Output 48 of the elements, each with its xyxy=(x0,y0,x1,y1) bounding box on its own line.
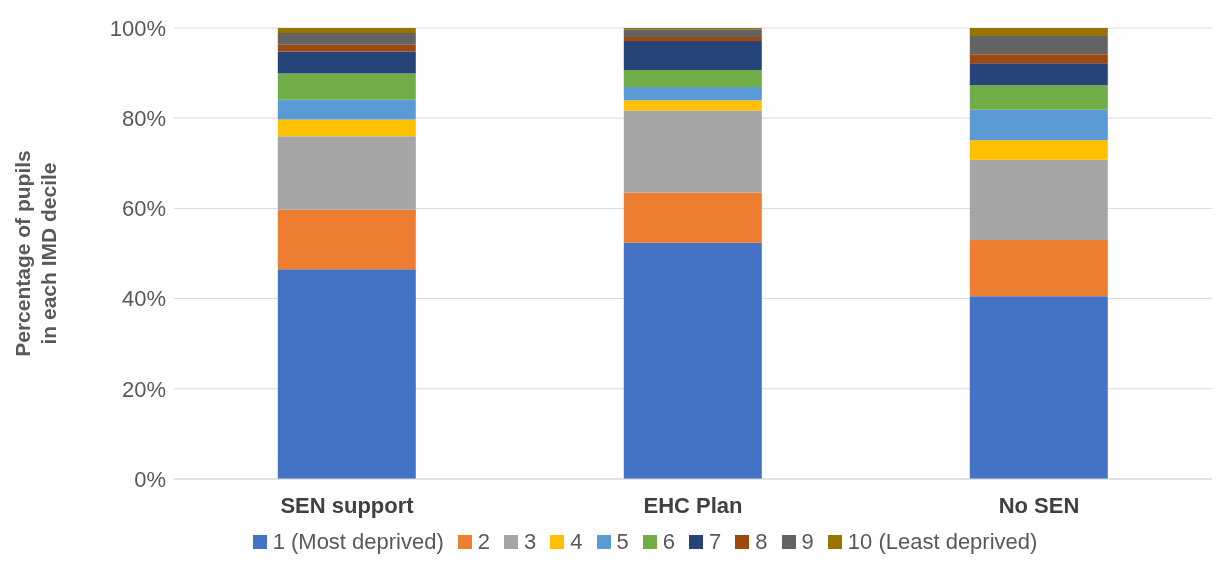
y-tick-label: 100% xyxy=(109,15,166,41)
legend-label: 8 xyxy=(755,529,768,555)
bar xyxy=(277,73,416,100)
y-axis-title: Percentage of pupils in each IMD decile xyxy=(11,150,60,357)
legend-label: 9 xyxy=(801,529,814,555)
legend-label: 10 (Least deprived) xyxy=(847,529,1038,555)
bar xyxy=(969,140,1108,160)
bar xyxy=(277,136,416,210)
bar xyxy=(623,69,762,88)
x-tick-label: EHC Plan xyxy=(643,492,743,518)
bar xyxy=(623,37,762,42)
bar xyxy=(277,119,416,137)
bar xyxy=(969,36,1108,55)
y-tick-label: 40% xyxy=(121,286,166,312)
legend-label: 6 xyxy=(662,529,676,555)
bar xyxy=(969,63,1108,86)
bar xyxy=(969,28,1108,37)
bar xyxy=(969,85,1108,110)
bar xyxy=(623,29,762,38)
bar xyxy=(277,269,416,479)
bar xyxy=(623,242,762,479)
bar xyxy=(623,100,762,111)
legend-label: 1 (Most deprived) xyxy=(272,529,444,555)
x-tick-label: No SEN xyxy=(998,492,1080,518)
bar xyxy=(623,192,762,243)
bar xyxy=(969,296,1108,479)
legend-label: 2 xyxy=(477,529,491,555)
bar xyxy=(277,32,416,45)
legend-label: 7 xyxy=(709,529,722,555)
bar xyxy=(623,87,762,101)
bar xyxy=(277,28,416,33)
bar xyxy=(623,110,762,193)
bar xyxy=(969,239,1108,297)
bar xyxy=(277,99,416,120)
y-tick-label: 80% xyxy=(121,106,166,132)
bar xyxy=(969,54,1108,64)
legend-label: 3 xyxy=(524,529,537,555)
legend-label: 4 xyxy=(570,529,583,555)
bar xyxy=(277,209,416,270)
y-tick-label: 20% xyxy=(121,376,166,402)
bar xyxy=(969,159,1108,240)
y-tick-label: 0% xyxy=(134,466,166,492)
bar xyxy=(277,51,416,74)
legend-label: 5 xyxy=(616,529,629,555)
x-tick-label: SEN support xyxy=(280,492,415,518)
bar xyxy=(969,109,1108,141)
bar xyxy=(623,41,762,70)
y-tick-label: 60% xyxy=(121,196,166,222)
